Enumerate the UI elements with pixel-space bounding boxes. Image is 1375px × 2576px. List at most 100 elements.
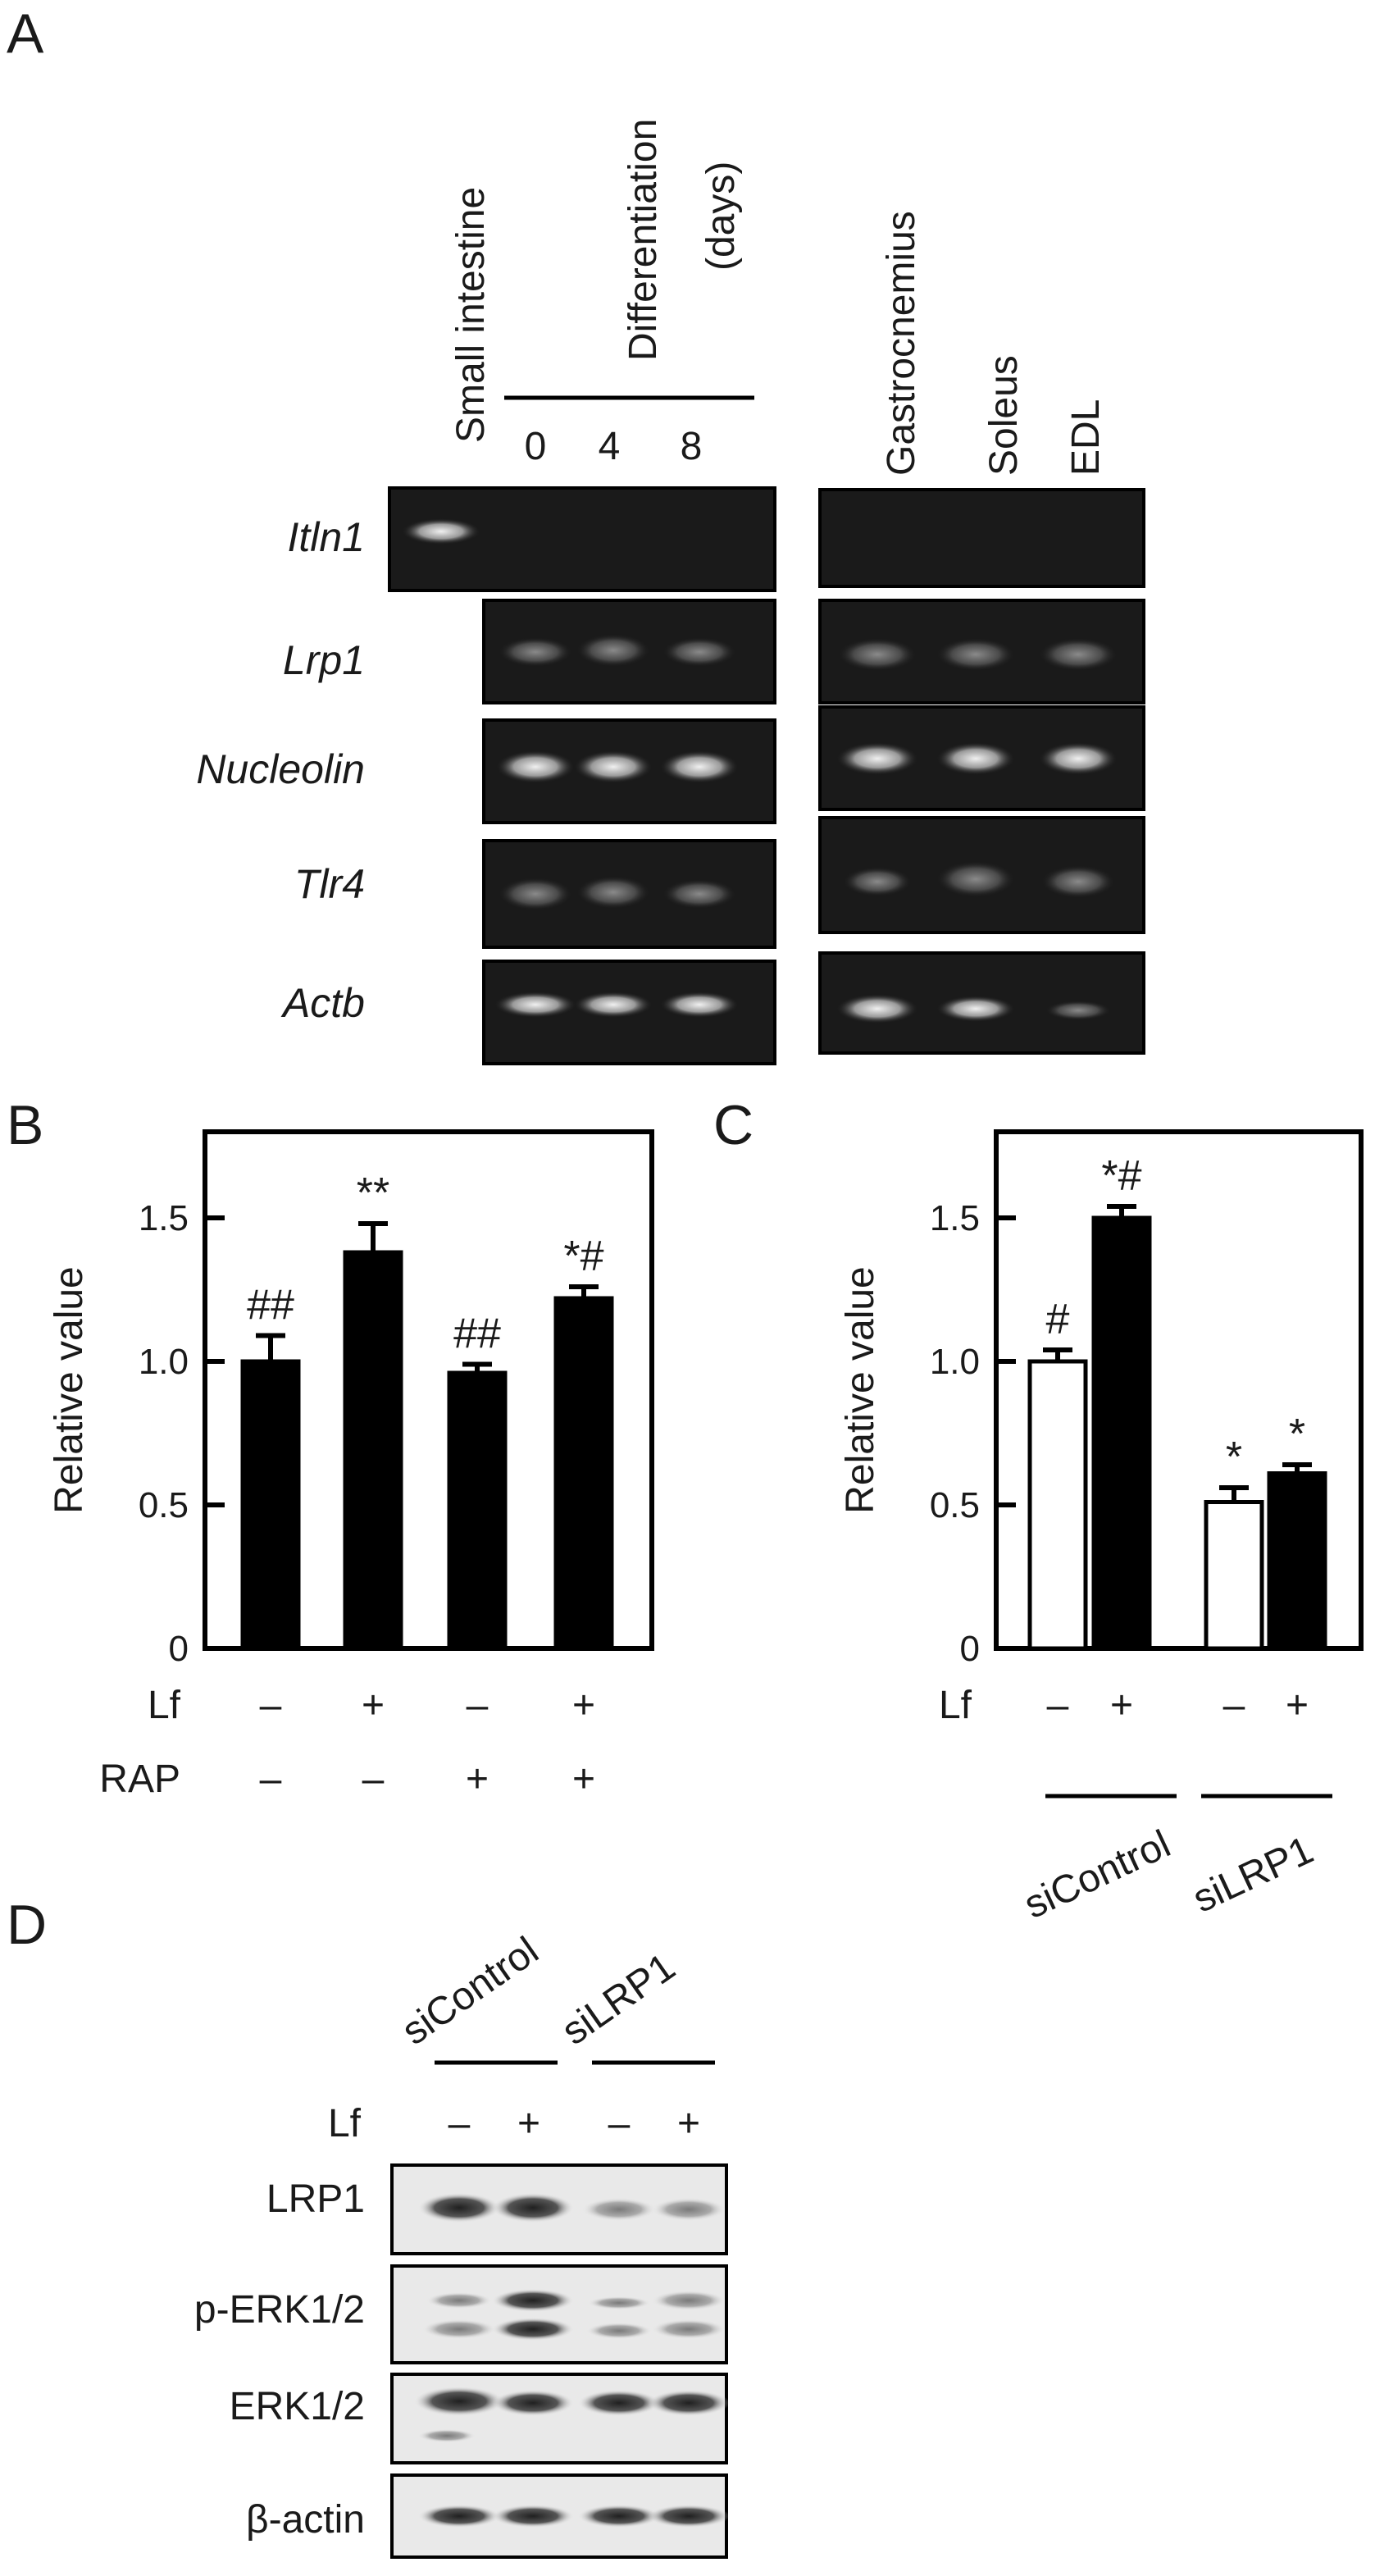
band xyxy=(836,994,918,1024)
band xyxy=(588,2296,650,2309)
blot-p-erk xyxy=(390,2264,728,2364)
d-lf-sign-2: + xyxy=(517,2102,540,2145)
chart-b-row-sign: – xyxy=(467,1684,489,1727)
chart-c-row-label: Lf xyxy=(939,1684,972,1727)
band xyxy=(936,638,1015,671)
band xyxy=(936,996,1015,1022)
band xyxy=(492,2318,574,2341)
edl-label: EDL xyxy=(1064,399,1108,476)
band xyxy=(422,2319,496,2339)
band xyxy=(496,750,575,783)
d-lf-label: Lf xyxy=(328,2102,362,2145)
chart-c-ytick-label: 0.5 xyxy=(930,1485,980,1525)
chart-b-row-sign: – xyxy=(260,1758,282,1801)
chart-b-bar xyxy=(240,1359,301,1651)
chart-c-row-sign: + xyxy=(1286,1684,1309,1727)
chart-c-ytick-label: 1.0 xyxy=(930,1342,980,1382)
band xyxy=(660,992,739,1018)
band xyxy=(660,750,739,783)
band xyxy=(499,637,572,667)
chart-b-significance-label: *# xyxy=(563,1233,603,1280)
panel-b-label: B xyxy=(7,1094,43,1156)
chart-c-group-label: siLRP1 xyxy=(1186,1828,1320,1921)
band xyxy=(574,750,653,783)
gel-itln1-cells xyxy=(388,486,776,592)
blot-erk xyxy=(390,2373,728,2464)
band xyxy=(426,2292,492,2309)
soleus-label: Soleus xyxy=(982,355,1026,476)
chart-b-bar xyxy=(447,1370,508,1651)
band xyxy=(662,879,736,909)
day-4-label: 4 xyxy=(599,425,621,468)
small-intestine-label: Small intestine xyxy=(449,187,493,443)
d-lf-sign-1: – xyxy=(448,2102,471,2145)
gene-label-itln1: Itln1 xyxy=(287,514,365,560)
band xyxy=(402,518,480,545)
chart-b-significance-label: ## xyxy=(453,1311,501,1358)
band xyxy=(936,742,1015,775)
band xyxy=(418,2193,500,2223)
chart-b-row-sign: – xyxy=(260,1684,282,1727)
blot-label-lrp1: LRP1 xyxy=(266,2177,365,2221)
band xyxy=(494,992,576,1018)
differentiation-label: Differentiation xyxy=(621,119,665,361)
chart-c-bar xyxy=(1267,1471,1327,1651)
gene-label-lrp1: Lrp1 xyxy=(283,637,365,683)
band xyxy=(586,2323,652,2339)
band xyxy=(414,2387,504,2416)
chart-c-significance-label: * xyxy=(1226,1434,1242,1481)
blot-label-p-erk: p-ERK1/2 xyxy=(194,2288,365,2332)
band xyxy=(648,2390,730,2416)
chart-b-row-label: Lf xyxy=(148,1684,181,1727)
band xyxy=(836,742,918,775)
d-lf-sign-3: – xyxy=(608,2102,631,2145)
chart-b-ytick-label: 0.5 xyxy=(139,1485,189,1525)
chart-c-row-sign: – xyxy=(1047,1684,1069,1727)
chart-c-ytick-label: 0 xyxy=(960,1629,980,1669)
band xyxy=(574,992,653,1018)
gene-label-tlr4: Tlr4 xyxy=(294,861,365,907)
gel-itln1-muscle xyxy=(818,488,1145,588)
band xyxy=(652,2319,726,2339)
band xyxy=(418,2429,476,2442)
panel-c-label: C xyxy=(713,1094,754,1156)
chart-c-frame xyxy=(994,1129,1364,1651)
band xyxy=(578,2390,660,2416)
band xyxy=(492,2193,574,2223)
gene-label-nucleolin: Nucleolin xyxy=(196,746,365,792)
chart-c-group-label: siControl xyxy=(1018,1822,1177,1927)
chart-b-row-sign: + xyxy=(362,1684,385,1727)
band xyxy=(492,2505,574,2528)
chart-c-bar xyxy=(1027,1359,1088,1651)
chart-b: 0 0.5 1.0 1.5 Relative value ## ** ## *# Lf – + – + RA… xyxy=(48,1129,654,1801)
band xyxy=(1039,742,1118,775)
chart-b-row-sign: + xyxy=(572,1758,595,1801)
chart-c-significance-label: * xyxy=(1289,1411,1305,1458)
chart-c-bar xyxy=(1091,1215,1152,1651)
d-group-silrp1-label: siLRP1 xyxy=(554,1945,683,2054)
chart-b-bar xyxy=(343,1250,403,1651)
chart-c-row-sign: + xyxy=(1110,1684,1133,1727)
band xyxy=(499,878,572,910)
blot-label-beta-actin: β-actin xyxy=(246,2498,365,2542)
blot-label-erk: ERK1/2 xyxy=(230,2385,365,2428)
chart-b-ytick-label: 1.5 xyxy=(139,1198,189,1238)
day-0-label: 0 xyxy=(525,425,547,468)
band xyxy=(418,2505,500,2528)
band xyxy=(843,867,912,896)
band xyxy=(652,2291,726,2310)
chart-c-bar xyxy=(1204,1500,1264,1651)
chart-c-significance-label: *# xyxy=(1101,1152,1141,1200)
band xyxy=(1039,638,1118,671)
band xyxy=(578,2505,660,2528)
chart-b-ylabel: Relative value xyxy=(48,1266,91,1514)
chart-b-frame xyxy=(203,1129,654,1651)
band xyxy=(492,2289,574,2312)
band xyxy=(936,861,1015,897)
d-lf-sign-4: + xyxy=(677,2102,700,2145)
band xyxy=(838,638,917,671)
chart-c-ylabel: Relative value xyxy=(839,1266,882,1514)
chart-b-row-sign: + xyxy=(466,1758,489,1801)
band xyxy=(652,2198,726,2221)
